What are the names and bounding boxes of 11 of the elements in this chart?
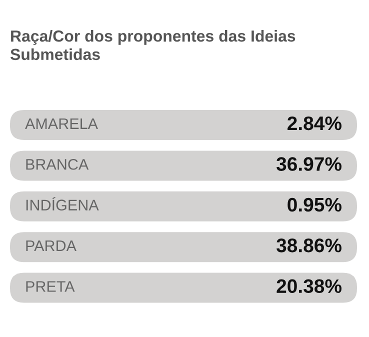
data-label: 2.84% [288, 116, 342, 130]
text: Raça/Cor dos proponentes das Ideias Submetidas [10, 30, 296, 60]
category-label: PARDA [26, 240, 76, 252]
category-label: AMARELA [25, 118, 98, 129]
data-label: 38.86% [276, 238, 342, 252]
data-label: 20.38% [276, 279, 342, 294]
data-label: 36.97% [276, 157, 342, 171]
category-label: BRANCA [26, 158, 89, 170]
data-label: 0.95% [288, 198, 342, 212]
category-label: PRETA [26, 281, 75, 292]
category-label: INDÍGENA [26, 197, 99, 210]
